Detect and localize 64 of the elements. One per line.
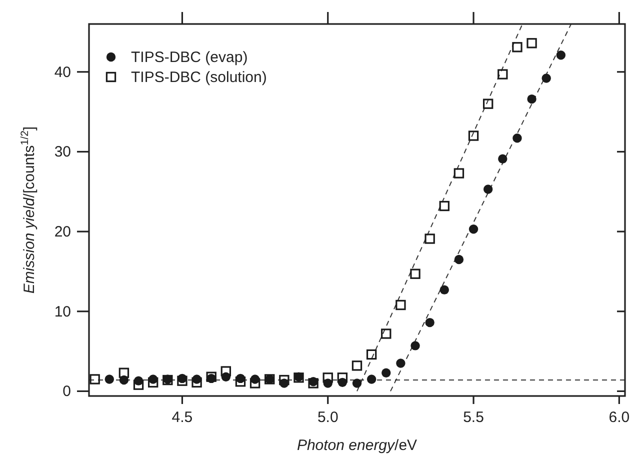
point <box>410 341 420 350</box>
legend-label: TIPS-DBC (evap) <box>131 49 248 66</box>
point <box>512 42 522 52</box>
legend-label: TIPS-DBC (solution) <box>131 69 267 86</box>
point <box>425 318 434 328</box>
point <box>396 358 406 368</box>
y-tick-label: 20 <box>54 224 71 241</box>
point <box>556 50 566 60</box>
point <box>468 130 479 141</box>
x-tick-label: 5.0 <box>317 409 338 426</box>
point <box>337 372 348 383</box>
point <box>192 377 202 388</box>
point <box>468 224 478 234</box>
point <box>133 380 144 390</box>
point <box>483 184 493 194</box>
x-tick-label: 5.5 <box>463 409 484 426</box>
point <box>148 377 158 388</box>
y-tick-label: 40 <box>54 64 71 81</box>
point <box>221 372 231 382</box>
point <box>498 69 508 80</box>
point <box>396 300 406 310</box>
point <box>235 376 246 387</box>
point <box>178 374 187 384</box>
point <box>366 374 376 384</box>
point <box>279 374 290 386</box>
point <box>439 200 450 212</box>
point <box>512 134 522 143</box>
point <box>352 360 362 371</box>
point <box>118 368 130 378</box>
x-tick-label: 6.0 <box>608 409 630 426</box>
point <box>250 374 260 384</box>
point <box>498 154 508 164</box>
point <box>454 168 464 178</box>
point <box>192 374 202 384</box>
point <box>410 268 420 279</box>
x-axis-title: Photon energy/eV <box>296 437 418 454</box>
point <box>119 375 129 385</box>
point <box>482 98 494 109</box>
point <box>527 94 536 104</box>
y-tick-label: 10 <box>54 303 71 320</box>
point <box>280 378 289 388</box>
point <box>220 366 232 376</box>
point <box>250 378 260 388</box>
point <box>382 368 391 378</box>
y-tick-label: 30 <box>54 144 71 161</box>
point <box>424 234 435 244</box>
point <box>90 374 100 384</box>
point <box>352 378 362 388</box>
x-tick-label: 4.5 <box>172 409 193 426</box>
point <box>148 374 158 384</box>
y-tick-label: 0 <box>62 383 71 400</box>
point <box>454 254 464 264</box>
point <box>236 374 246 384</box>
point <box>177 376 188 386</box>
point <box>322 372 333 383</box>
point <box>542 74 551 83</box>
point <box>366 349 377 360</box>
point <box>440 285 449 294</box>
point <box>338 378 348 388</box>
point <box>323 378 332 388</box>
point <box>104 374 114 384</box>
point <box>134 376 144 386</box>
point <box>381 328 392 339</box>
point <box>526 38 537 48</box>
